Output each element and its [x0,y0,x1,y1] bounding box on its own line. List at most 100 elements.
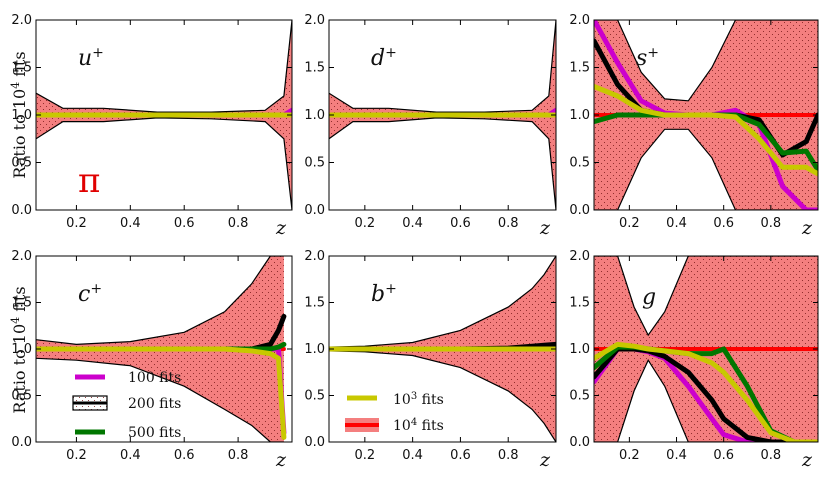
xtick-label: 0.2 [66,448,87,463]
x-axis-label: z [539,449,551,471]
x-axis-label: z [801,449,813,471]
series-1000-fits-c [36,346,287,440]
xtick-label: 0.4 [120,216,141,231]
xtick-label: 0.6 [174,216,195,231]
xtick-label: 0.4 [666,448,687,463]
ytick-label: 2.0 [11,13,32,28]
xtick-label: 0.2 [66,216,87,231]
band-lower-edge-g [594,358,818,442]
ytick-label: 2.0 [569,13,590,28]
plot-area-s [594,20,818,210]
ytick-label: 1.5 [11,296,32,311]
ytick-label: 0.0 [304,435,325,450]
panel-title-c: c+ [78,281,102,307]
xtick-label: 0.8 [760,448,781,463]
panel-title-b: b+ [371,281,397,307]
legend-200-label: 200 fits [128,396,181,412]
plot-area-g [594,256,818,442]
band-upper-edge-u [36,20,292,113]
panel-c: 0.0 0.5 1.0 1.5 2.0 0.2 0.4 0.6 0.8 z c+ [11,249,293,471]
xtick-label: 0.4 [402,216,423,231]
panel-b: 0.0 0.5 1.0 1.5 2.0 0.2 0.4 0.6 0.8 z b+ [304,249,557,471]
ytick-label: 0.5 [11,389,32,404]
xtick-label: 0.8 [228,216,249,231]
ytick-label: 1.0 [11,342,32,357]
ytick-label: 2.0 [569,249,590,264]
ytick-label: 0.5 [304,389,325,404]
x-axis-label: z [275,449,287,471]
ytick-label: 0.5 [569,389,590,404]
ytick-label: 1.5 [569,61,590,76]
band-upper-edge-d [329,20,556,113]
xtick-label: 0.6 [174,448,195,463]
ytick-label: 1.0 [569,342,590,357]
ytick-label: 1.5 [304,61,325,76]
xtick-label: 0.6 [713,216,734,231]
plot-area-d [329,20,556,210]
series-1000-fits-s [594,84,818,177]
panel-s: 0.0 0.5 1.0 1.5 2.0 0.2 0.4 0.6 0.8 z s+ [569,13,819,239]
y-axis-label-bottom: Ratio to 104 fits [9,286,30,413]
ytick-label: 0.0 [11,203,32,218]
ytick-label: 1.5 [11,61,32,76]
xtick-label: 0.4 [402,448,423,463]
band-lower-edge-u [36,117,292,210]
band-upper-edge-g [594,256,818,337]
band-upper-edge-c [36,256,284,346]
xtick-label: 0.4 [120,448,141,463]
ytick-label: 1.5 [569,296,590,311]
ytick-label: 2.0 [304,13,325,28]
band-lower-edge-d [329,117,556,210]
ytick-label: 0.0 [569,435,590,450]
xtick-label: 0.8 [760,216,781,231]
ytick-label: 1.5 [304,296,325,311]
band-lower-edge-s [594,128,818,210]
panel-g: 0.0 0.5 1.0 1.5 2.0 0.2 0.4 0.6 0.8 z g [569,249,819,471]
legend-1000-label: 103 fits [393,391,444,409]
plot-area-c [36,256,287,442]
legend-mid: 103 fits 104 fits [345,391,444,435]
pion-label: π [78,161,100,201]
panel-title-s: s+ [636,45,659,71]
panel-title-d: d+ [371,45,397,71]
ytick-label: 2.0 [304,249,325,264]
panel-title-g: g [642,285,656,310]
x-axis-label: z [801,217,813,239]
xtick-label: 0.4 [666,216,687,231]
legend-10000-label: 104 fits [393,417,444,435]
y-axis-label-top: Ratio to 104 fits [9,51,30,178]
xtick-label: 0.6 [713,448,734,463]
ytick-label: 2.0 [11,249,32,264]
ytick-label: 0.0 [569,203,590,218]
xtick-label: 0.2 [354,448,375,463]
ytick-label: 0.0 [11,435,32,450]
series-1000-fits-g [594,341,818,442]
ytick-label: 1.0 [569,108,590,123]
panels-group: 0.0 0.5 1.0 1.5 2.0 0.2 0.4 0.6 0.8 z u+ 0.0 0.5 1.0 1… [11,13,819,471]
x-axis-label: z [275,217,287,239]
ytick-label: 1.0 [304,342,325,357]
ytick-label: 1.0 [304,108,325,123]
ytick-label: 0.5 [11,156,32,171]
x-axis-label: z [539,217,551,239]
xtick-label: 0.6 [450,216,471,231]
xtick-label: 0.8 [228,448,249,463]
panel-title-u: u+ [78,45,104,71]
xtick-label: 0.8 [498,448,519,463]
band-lower-edge-b [329,350,556,442]
xtick-label: 0.8 [498,216,519,231]
xtick-label: 0.6 [450,448,471,463]
panel-u: 0.0 0.5 1.0 1.5 2.0 0.2 0.4 0.6 0.8 z u+ [11,13,293,239]
ytick-label: 1.0 [11,108,32,123]
panel-d: 0.0 0.5 1.0 1.5 2.0 0.2 0.4 0.6 0.8 z d+ [304,13,557,239]
band-lower-edge-c [36,357,284,442]
ytick-label: 0.0 [304,203,325,218]
legend-500-label: 500 fits [128,425,181,441]
legend-100-label: 100 fits [128,370,181,386]
plot-area-b [329,256,556,442]
xtick-label: 0.2 [354,216,375,231]
ytick-label: 0.5 [304,156,325,171]
band-upper-edge-s [594,20,818,102]
xtick-label: 0.2 [619,216,640,231]
